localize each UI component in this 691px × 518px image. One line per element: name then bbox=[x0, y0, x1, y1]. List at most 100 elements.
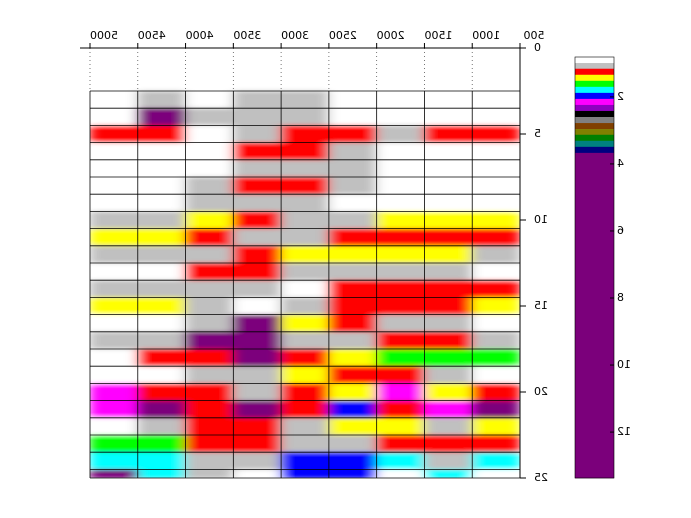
heatmap-cell bbox=[90, 469, 138, 478]
heatmap-cell bbox=[232, 280, 282, 298]
heatmap-cell bbox=[471, 125, 520, 144]
heatmap-cell bbox=[423, 280, 473, 298]
heatmap-cell bbox=[280, 366, 329, 384]
heatmap-cell bbox=[280, 108, 329, 126]
heatmap-cell bbox=[471, 177, 520, 195]
colorbar-band bbox=[575, 152, 614, 479]
colorbar-band bbox=[575, 129, 614, 136]
heatmap-cell bbox=[232, 245, 282, 264]
colorbar-band bbox=[575, 123, 614, 130]
heatmap-cell bbox=[90, 228, 138, 247]
heatmap-cell bbox=[185, 263, 234, 281]
heatmap-cell bbox=[185, 228, 234, 247]
heatmap-cell bbox=[185, 177, 234, 195]
heatmap-cell bbox=[90, 194, 138, 212]
colorbar-tick-label: 4 bbox=[617, 157, 624, 170]
heatmap-cell bbox=[185, 331, 234, 350]
heatmap-cell bbox=[328, 245, 377, 264]
heatmap-cell bbox=[137, 297, 186, 316]
heatmap-cell bbox=[328, 452, 377, 470]
heatmap-cell bbox=[328, 331, 377, 350]
heatmap-cell bbox=[232, 125, 282, 144]
colorbar-band bbox=[575, 92, 614, 100]
heatmap-cell bbox=[280, 177, 329, 195]
heatmap-cell bbox=[376, 142, 425, 161]
x-tick-label: 3000 bbox=[281, 29, 309, 42]
heatmap-cell bbox=[137, 194, 186, 212]
heatmap-cell bbox=[280, 245, 329, 264]
heatmap-cell bbox=[423, 142, 473, 161]
heatmap-cell bbox=[137, 142, 186, 161]
heatmap-cell bbox=[90, 211, 138, 230]
colorbar-band bbox=[575, 110, 614, 118]
y-tick-label: 25 bbox=[534, 471, 548, 484]
heatmap-cell bbox=[280, 159, 329, 178]
heatmap-cell bbox=[280, 314, 329, 333]
colorbar-band bbox=[575, 98, 614, 106]
heatmap-cell bbox=[232, 417, 282, 436]
heatmap-cell bbox=[328, 142, 377, 161]
colorbar-band bbox=[575, 134, 614, 142]
heatmap-cell bbox=[423, 211, 473, 230]
heatmap-cell bbox=[232, 383, 282, 402]
heatmap-cell bbox=[423, 125, 473, 144]
heatmap-cell bbox=[137, 435, 186, 453]
heatmap-cell bbox=[185, 142, 234, 161]
heatmap-cell bbox=[137, 245, 186, 264]
heatmap-cell bbox=[232, 177, 282, 195]
heatmap-cell bbox=[471, 228, 520, 247]
heatmap-cell bbox=[280, 331, 329, 350]
colorbar-tick-label: 8 bbox=[617, 291, 624, 304]
heatmap-cell bbox=[137, 211, 186, 230]
heatmap-cell bbox=[137, 263, 186, 281]
heatmap-cell bbox=[90, 91, 138, 109]
heatmap-cell bbox=[232, 314, 282, 333]
heatmap-cell bbox=[328, 159, 377, 178]
heatmap-cell bbox=[376, 383, 425, 402]
heatmap-cell bbox=[471, 142, 520, 161]
heatmap-cell bbox=[328, 469, 377, 478]
heatmap-cell bbox=[423, 383, 473, 402]
heatmap-cell bbox=[90, 125, 138, 144]
heatmap-cell bbox=[328, 194, 377, 212]
heatmap-cell bbox=[280, 349, 329, 367]
heatmap-cell bbox=[376, 469, 425, 478]
heatmap-cell bbox=[137, 452, 186, 470]
heatmap-cell bbox=[328, 435, 377, 453]
heatmap-cell bbox=[185, 435, 234, 453]
heatmap-cell bbox=[185, 91, 234, 109]
heatmap-cell bbox=[328, 263, 377, 281]
heatmap-cell bbox=[376, 417, 425, 436]
heatmap-cell bbox=[185, 211, 234, 230]
colorbar-tick-label: 2 bbox=[617, 90, 624, 103]
heatmap-cell bbox=[328, 297, 377, 316]
heatmap-cell bbox=[376, 331, 425, 350]
heatmap-cell bbox=[471, 417, 520, 436]
colorbar-tick-label: 6 bbox=[617, 224, 624, 237]
heatmap-cell bbox=[328, 280, 377, 298]
heatmap-cell bbox=[423, 297, 473, 316]
heatmap-cell bbox=[376, 91, 425, 109]
heatmap-cell bbox=[423, 452, 473, 470]
heatmap-cell bbox=[232, 142, 282, 161]
colorbar-band bbox=[575, 63, 614, 70]
heatmap-cell bbox=[90, 452, 138, 470]
heatmap-cell bbox=[90, 314, 138, 333]
heatmap-cell bbox=[232, 228, 282, 247]
heatmap-cell bbox=[90, 108, 138, 126]
colorbar-tick-label: 10 bbox=[617, 358, 631, 371]
colorbar-band bbox=[575, 80, 614, 88]
heatmap-cell bbox=[280, 297, 329, 316]
heatmap-cell bbox=[423, 331, 473, 350]
heatmap-cell bbox=[90, 142, 138, 161]
heatmap-cell bbox=[280, 383, 329, 402]
heatmap-cell bbox=[280, 280, 329, 298]
heatmap-cell bbox=[280, 417, 329, 436]
heatmap-cell bbox=[280, 469, 329, 478]
x-tick-label: 4500 bbox=[138, 29, 166, 42]
heatmap-cell bbox=[423, 469, 473, 478]
heatmap-cell bbox=[90, 366, 138, 384]
heatmap-cell bbox=[185, 194, 234, 212]
heatmap-cell bbox=[423, 417, 473, 436]
